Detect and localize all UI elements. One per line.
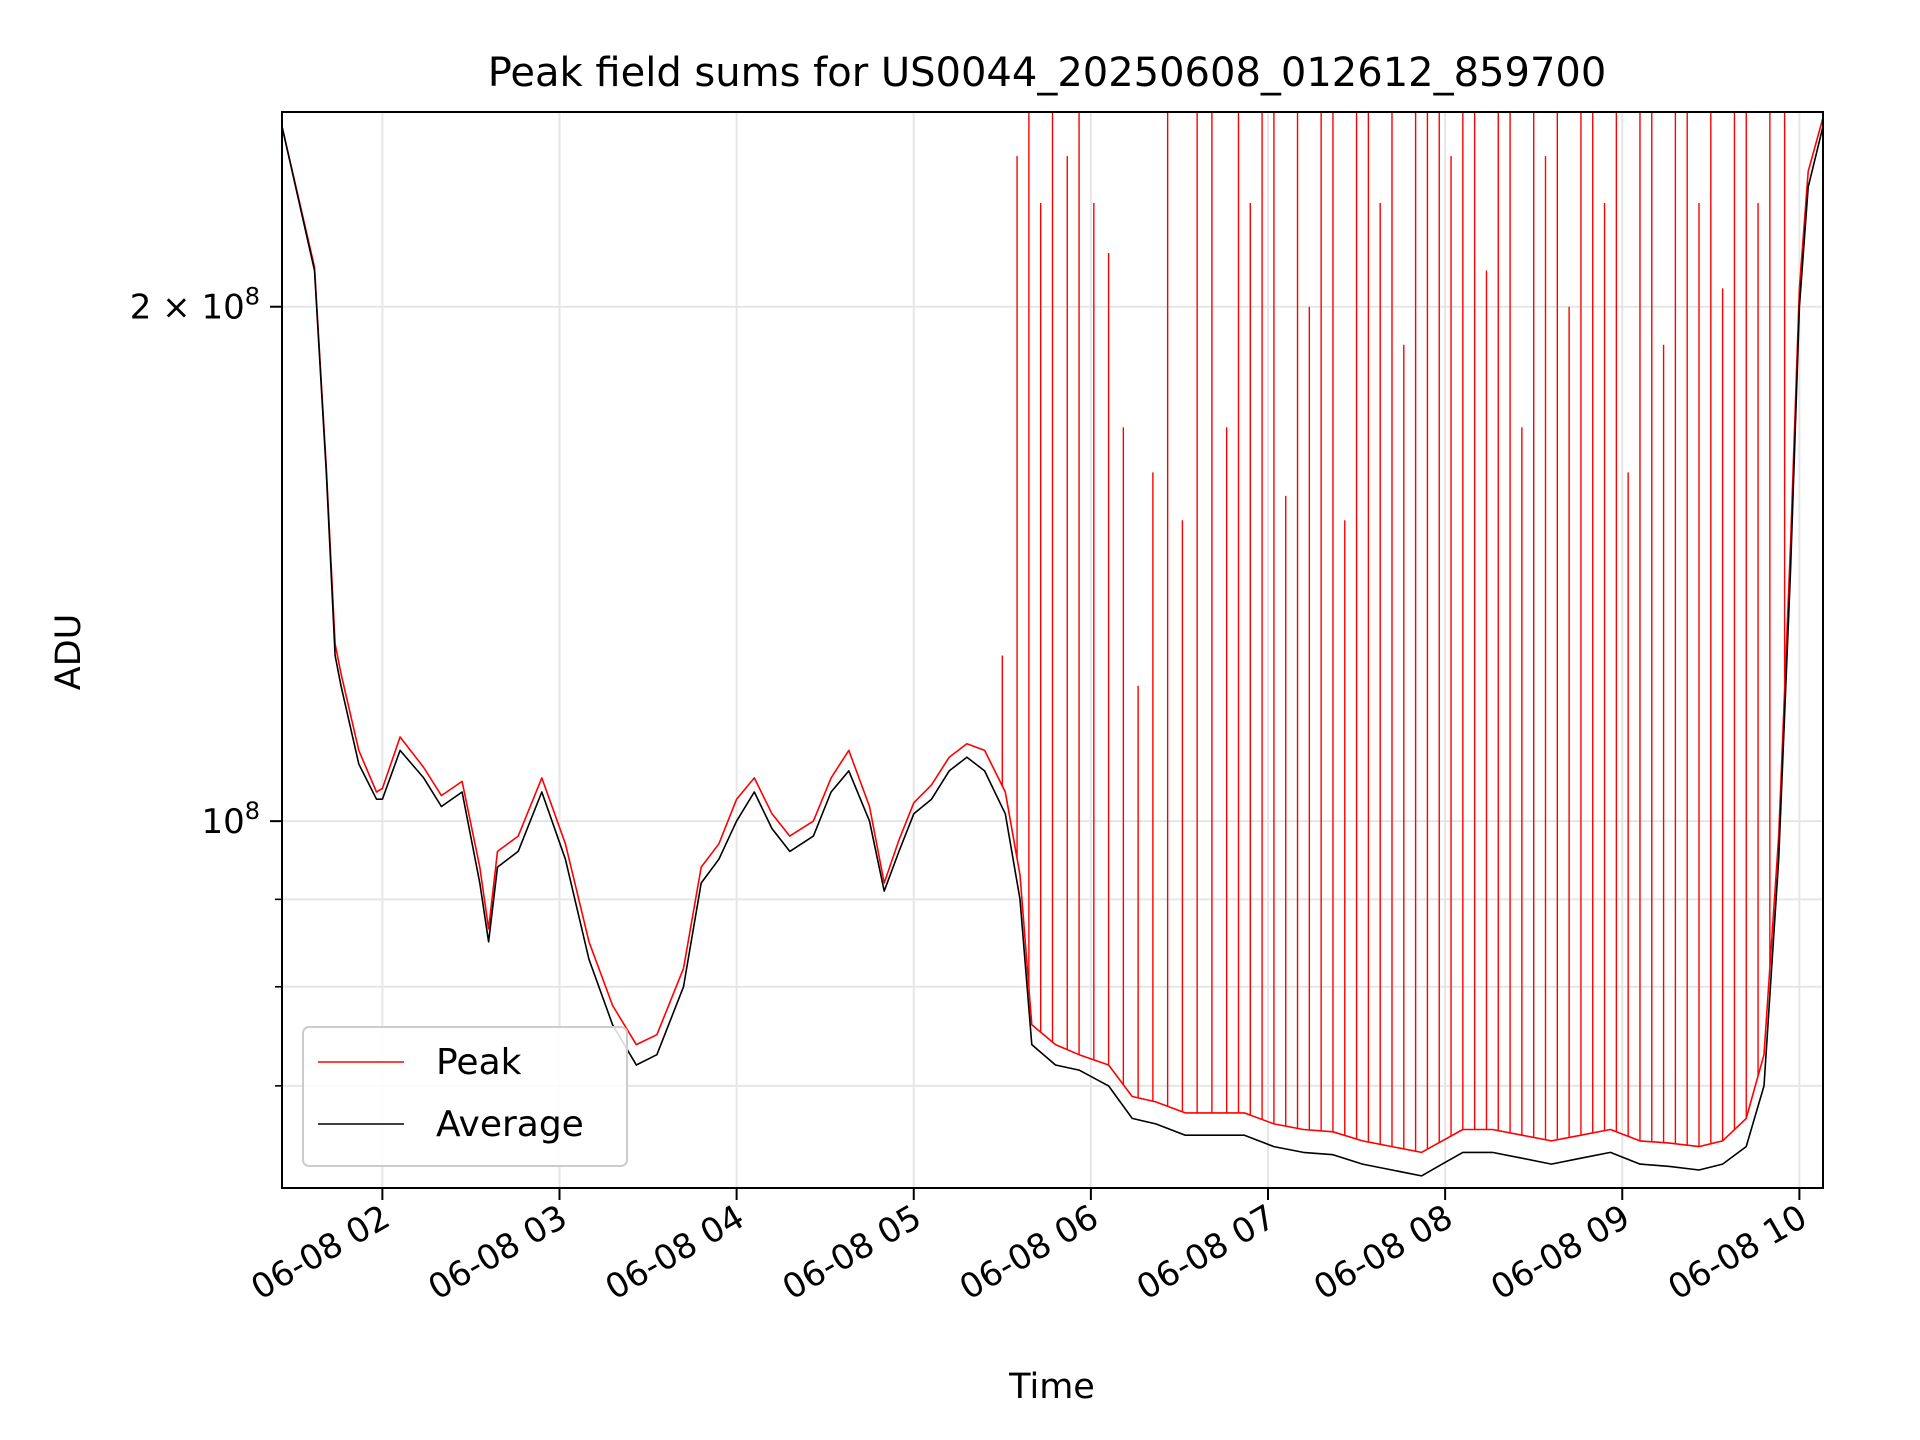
legend: Peak Average bbox=[302, 1026, 628, 1167]
chart-title: Peak field sums for US0044_20250608_0126… bbox=[488, 50, 1607, 96]
y-tick-label: 2 × 108 bbox=[130, 283, 260, 328]
series-layer bbox=[282, 112, 1823, 1177]
x-axis-label: Time bbox=[1008, 1367, 1095, 1407]
y-axis-ticks: 108 2 × 108 bbox=[130, 283, 282, 1087]
y-axis-label: ADU bbox=[49, 614, 89, 691]
legend-label-average: Average bbox=[436, 1104, 584, 1145]
series-line-average bbox=[282, 126, 1823, 1177]
plot-frame bbox=[281, 111, 1824, 1189]
y-tick-label: 108 bbox=[201, 797, 260, 842]
legend-label-peak: Peak bbox=[436, 1042, 522, 1083]
series-line-peak bbox=[282, 117, 1823, 1154]
